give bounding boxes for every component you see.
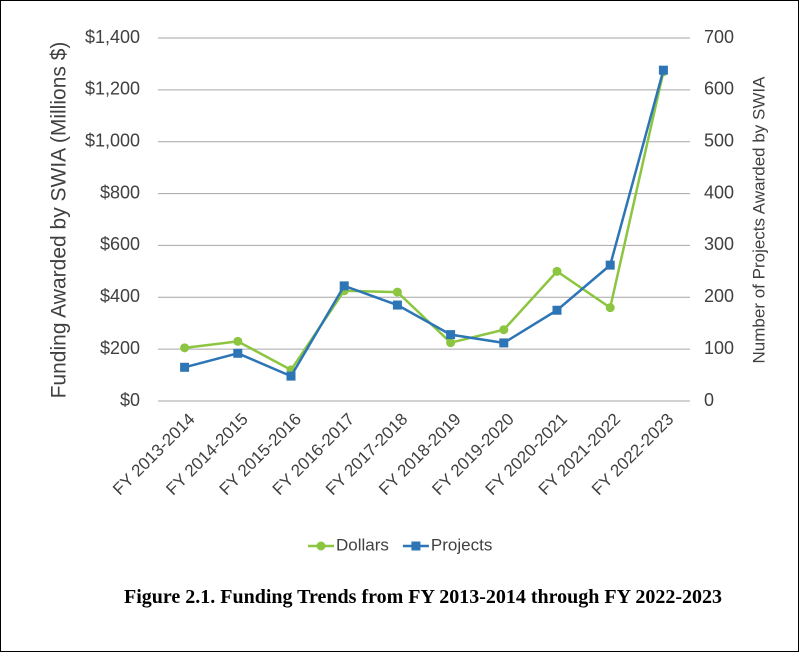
y-tick-label: $1,400 — [85, 27, 140, 47]
marker — [233, 348, 243, 358]
y2-tick-label: 600 — [704, 79, 734, 99]
y2-tick-label: 100 — [704, 338, 734, 358]
y-tick-label: $400 — [100, 286, 140, 306]
marker — [392, 287, 402, 297]
y-tick-label: $1,200 — [85, 79, 140, 99]
marker — [552, 305, 562, 315]
y2-tick-label: 700 — [704, 27, 734, 47]
y2-tick-label: 200 — [704, 286, 734, 306]
marker — [499, 325, 509, 335]
y-axis-title: Funding Awarded by SWIA (Millions $) — [48, 42, 71, 399]
y2-tick-label: 300 — [704, 234, 734, 254]
y-tick-label: $0 — [120, 390, 140, 410]
y2-axis-title: Number of Projects Awarded by SWIA — [749, 76, 768, 364]
y-tick-label: $800 — [100, 182, 140, 202]
legend-marker — [411, 541, 421, 551]
marker — [180, 362, 190, 372]
marker — [658, 65, 668, 75]
y-tick-label: $600 — [100, 234, 140, 254]
legend-marker — [316, 541, 326, 551]
marker — [552, 266, 562, 276]
y-tick-label: $200 — [100, 338, 140, 358]
marker — [446, 330, 456, 340]
marker — [180, 343, 190, 353]
line — [184, 69, 665, 378]
y2-tick-label: 500 — [704, 130, 734, 150]
line — [184, 71, 665, 372]
marker — [339, 281, 349, 291]
y2-tick-label: 400 — [704, 182, 734, 202]
caption: Figure 2.1. Funding Trends from FY 2013-… — [123, 586, 722, 608]
y-tick-label: $1,000 — [85, 130, 140, 150]
y2-tick-label: 0 — [704, 390, 714, 410]
marker — [286, 371, 296, 381]
marker — [233, 336, 243, 346]
marker — [605, 260, 615, 270]
marker — [499, 338, 509, 348]
marker — [446, 338, 456, 348]
marker — [605, 303, 615, 313]
marker — [392, 300, 402, 310]
chart: Funding Awarded by SWIA (Millions $) Num… — [48, 27, 769, 555]
legend-label: Projects — [431, 535, 492, 554]
legend-label: Dollars — [336, 535, 389, 554]
